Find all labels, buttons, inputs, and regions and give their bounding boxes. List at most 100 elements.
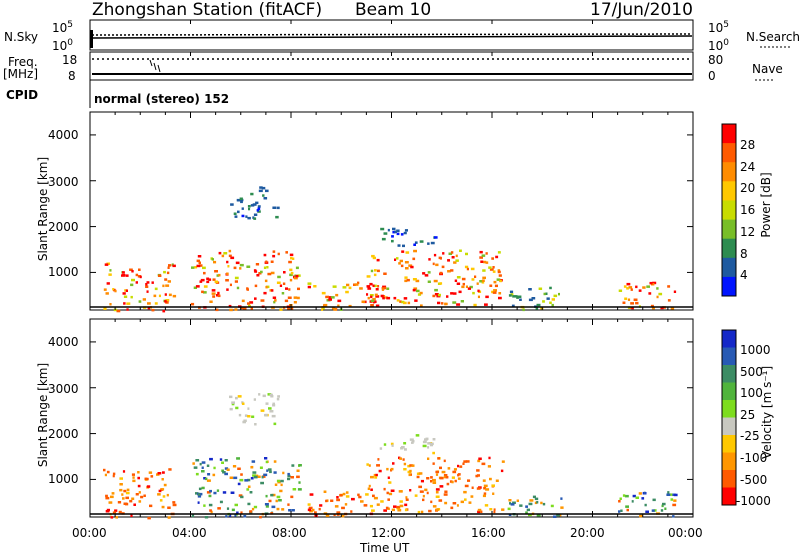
data-cell — [626, 508, 629, 512]
data-cell — [497, 270, 501, 274]
data-cell — [243, 419, 247, 422]
data-cell — [323, 490, 327, 493]
data-cell — [477, 459, 481, 463]
colorbar-segment — [722, 417, 736, 436]
data-cell — [413, 287, 418, 290]
data-cell — [213, 260, 217, 264]
data-cell — [269, 289, 273, 292]
data-cell — [434, 293, 439, 296]
data-cell — [439, 257, 442, 260]
data-cell — [667, 299, 671, 302]
data-cell — [396, 299, 400, 302]
data-cell — [273, 460, 277, 463]
data-cell — [148, 471, 153, 474]
data-cell — [197, 493, 201, 496]
data-cell — [194, 266, 198, 269]
data-cell — [470, 495, 474, 498]
data-cell — [298, 481, 301, 484]
data-cell — [495, 479, 499, 482]
data-cell — [325, 514, 330, 517]
data-cell — [414, 241, 418, 244]
data-cell — [427, 442, 431, 445]
data-cell — [430, 480, 433, 483]
velocity-ytick-1000: 1000 — [48, 472, 79, 486]
data-cell — [257, 207, 261, 210]
data-cell — [245, 215, 248, 218]
data-cell — [122, 273, 126, 277]
data-cell — [622, 494, 626, 497]
data-cell — [112, 511, 117, 514]
data-cell — [253, 475, 258, 479]
data-cell — [633, 298, 638, 301]
data-cell — [372, 300, 376, 304]
data-cell — [272, 296, 277, 299]
data-cell — [228, 514, 232, 517]
data-cell — [251, 507, 255, 511]
data-cell — [158, 274, 162, 277]
nsky-lo: 100 — [52, 38, 74, 53]
velocity-cbar-tick-100: 100 — [740, 386, 763, 400]
data-cell — [272, 206, 277, 209]
data-cell — [470, 267, 475, 271]
data-cell — [359, 287, 363, 290]
data-cell — [287, 307, 291, 310]
data-cell — [422, 498, 425, 502]
data-cell — [340, 514, 345, 518]
data-cell — [216, 489, 220, 492]
data-cell — [449, 480, 453, 483]
data-cell — [253, 217, 257, 220]
data-cell — [420, 510, 424, 514]
data-cell — [401, 250, 405, 253]
data-cell — [383, 232, 388, 235]
data-cell — [151, 308, 155, 312]
data-cell — [652, 498, 656, 502]
data-cell — [240, 473, 243, 476]
data-cell — [192, 462, 195, 465]
data-cell — [271, 505, 276, 509]
data-cell — [119, 477, 123, 480]
data-cell — [403, 297, 408, 300]
data-cell — [398, 262, 401, 265]
data-cell — [479, 280, 483, 283]
data-cell — [480, 260, 484, 263]
data-cell — [109, 303, 112, 306]
data-cell — [422, 494, 425, 498]
data-cell — [387, 228, 390, 232]
data-cell — [288, 288, 291, 291]
data-cell — [129, 268, 133, 271]
data-cell — [439, 476, 444, 480]
data-cell — [309, 509, 313, 513]
data-cell — [535, 307, 539, 310]
data-cell — [443, 474, 448, 477]
data-cell — [279, 489, 283, 493]
xtick-0000: 00:00 — [72, 526, 107, 540]
data-cell — [532, 495, 536, 499]
data-cell — [168, 264, 172, 267]
data-cell — [383, 286, 387, 290]
data-cell — [371, 254, 375, 258]
data-cell — [263, 197, 268, 200]
data-cell — [232, 465, 237, 468]
beam-title: Beam 10 — [355, 0, 432, 20]
data-cell — [408, 473, 411, 477]
data-cell — [560, 497, 563, 500]
data-cell — [551, 298, 555, 301]
data-cell — [241, 401, 244, 404]
data-cell — [206, 277, 210, 280]
data-cell — [292, 257, 295, 260]
data-cell — [451, 480, 454, 484]
data-cell — [461, 277, 466, 281]
data-cell — [422, 440, 427, 444]
data-cell — [432, 478, 436, 482]
data-cell — [261, 186, 266, 190]
data-cell — [407, 464, 411, 468]
data-cell — [432, 262, 435, 266]
data-cell — [632, 494, 636, 498]
data-cell — [312, 508, 315, 512]
data-cell — [477, 289, 480, 293]
data-cell — [217, 294, 221, 298]
data-cell — [272, 404, 276, 407]
data-cell — [108, 501, 113, 504]
data-cell — [407, 301, 411, 305]
data-cell — [253, 505, 258, 509]
